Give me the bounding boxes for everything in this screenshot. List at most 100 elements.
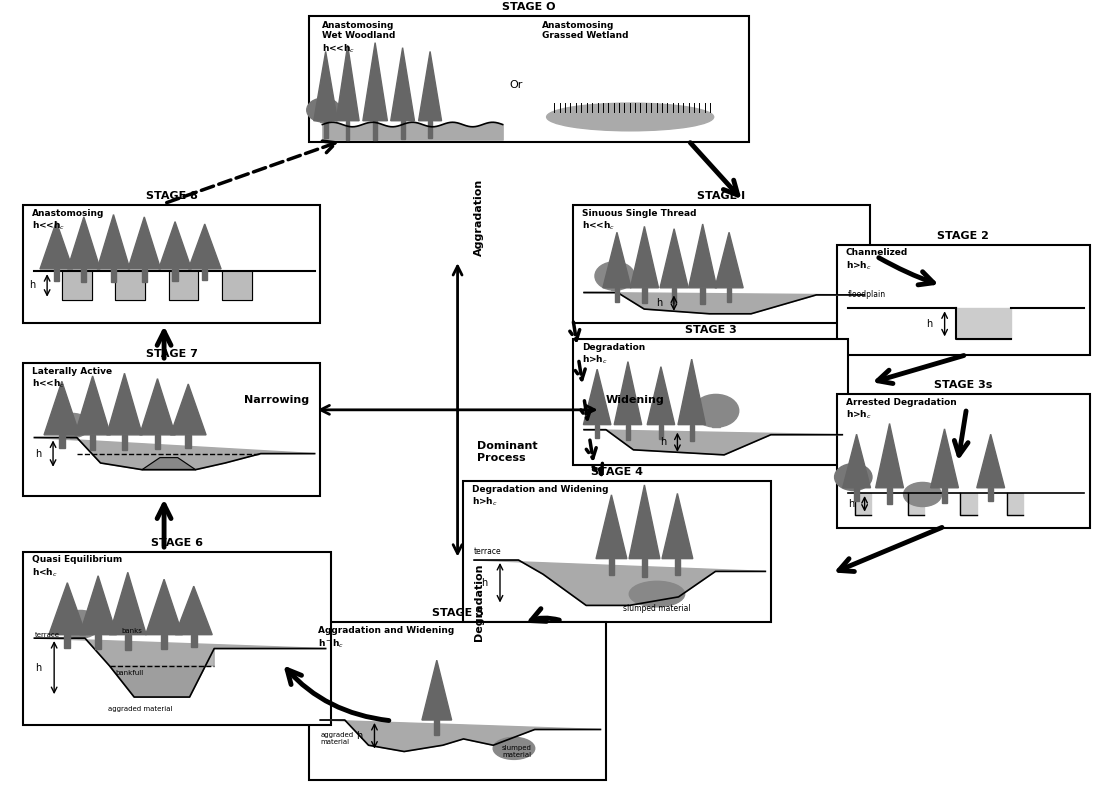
Text: h: h	[660, 438, 667, 447]
Ellipse shape	[904, 482, 941, 507]
Text: STAGE O: STAGE O	[503, 2, 555, 12]
Text: terrace: terrace	[474, 547, 501, 556]
Text: floodplain: floodplain	[847, 289, 886, 299]
Polygon shape	[603, 232, 631, 288]
Polygon shape	[314, 52, 337, 121]
Text: h: h	[482, 578, 488, 587]
Bar	[54, 269, 60, 281]
Polygon shape	[1006, 493, 1023, 515]
Polygon shape	[391, 48, 414, 121]
Polygon shape	[843, 434, 871, 488]
FancyBboxPatch shape	[463, 481, 770, 622]
Bar	[77, 626, 84, 638]
Bar	[125, 634, 131, 650]
Polygon shape	[175, 586, 213, 634]
Text: h: h	[356, 731, 363, 740]
Text: Dominant
Process: Dominant Process	[477, 442, 538, 463]
Bar	[701, 288, 705, 304]
Text: STAGE 8: STAGE 8	[145, 191, 197, 201]
Text: STAGE 6: STAGE 6	[151, 538, 203, 548]
Polygon shape	[930, 429, 959, 488]
Bar	[434, 720, 440, 735]
Polygon shape	[955, 308, 1012, 340]
Polygon shape	[62, 271, 91, 300]
Bar	[64, 634, 71, 648]
Polygon shape	[678, 359, 705, 425]
Text: STAGE I: STAGE I	[698, 191, 745, 201]
Bar	[60, 435, 65, 448]
Polygon shape	[474, 560, 766, 606]
Polygon shape	[976, 434, 1005, 488]
Polygon shape	[662, 493, 693, 559]
Polygon shape	[584, 292, 864, 314]
Polygon shape	[908, 493, 925, 515]
Polygon shape	[188, 224, 222, 269]
Polygon shape	[647, 367, 674, 425]
Polygon shape	[107, 373, 142, 435]
FancyBboxPatch shape	[23, 552, 332, 724]
Polygon shape	[855, 493, 872, 515]
Polygon shape	[660, 229, 689, 288]
Bar	[69, 426, 76, 438]
Text: Degradation and Widening
h>h$_c$: Degradation and Widening h>h$_c$	[472, 485, 608, 508]
Circle shape	[834, 464, 872, 490]
Bar	[642, 288, 647, 303]
Text: Quasi Equilibrium
h<h$_c$: Quasi Equilibrium h<h$_c$	[32, 556, 122, 579]
Bar	[89, 435, 96, 450]
Text: banks: banks	[122, 628, 143, 634]
Polygon shape	[715, 232, 743, 288]
Text: Widening: Widening	[606, 395, 665, 406]
Text: Narrowing: Narrowing	[244, 395, 310, 406]
Text: Sinuous Single Thread
h<<h$_c$: Sinuous Single Thread h<<h$_c$	[582, 209, 696, 233]
Text: Aggradation and Widening
h$^-$h$_c$: Aggradation and Widening h$^-$h$_c$	[318, 626, 454, 650]
Polygon shape	[876, 423, 904, 488]
Ellipse shape	[494, 737, 534, 760]
Bar	[95, 634, 101, 650]
Ellipse shape	[547, 103, 714, 131]
Polygon shape	[614, 362, 641, 425]
Bar	[626, 425, 630, 441]
Polygon shape	[363, 43, 388, 121]
Text: Anastomosing
h<<h$_c$: Anastomosing h<<h$_c$	[32, 209, 105, 233]
Bar	[191, 634, 197, 647]
Text: bankfull: bankfull	[116, 669, 144, 676]
Bar	[887, 488, 892, 504]
Polygon shape	[583, 369, 611, 425]
Polygon shape	[422, 660, 452, 720]
Text: terrace: terrace	[34, 632, 60, 638]
Text: slumped material: slumped material	[623, 604, 691, 613]
Text: Anastomosing
Wet Woodland
h<<h$_c$: Anastomosing Wet Woodland h<<h$_c$	[323, 21, 396, 55]
Bar	[674, 559, 680, 575]
Polygon shape	[629, 485, 660, 559]
Bar	[202, 269, 207, 280]
Bar	[672, 288, 677, 303]
FancyBboxPatch shape	[23, 205, 321, 324]
Bar	[82, 269, 86, 282]
Polygon shape	[159, 222, 192, 269]
Text: Arrested Degradation
h>h$_c$: Arrested Degradation h>h$_c$	[845, 398, 957, 422]
Text: Channelized
h>h$_c$: Channelized h>h$_c$	[845, 249, 908, 272]
Polygon shape	[321, 720, 601, 752]
FancyBboxPatch shape	[310, 622, 606, 780]
Bar	[172, 269, 177, 281]
Polygon shape	[97, 214, 130, 269]
Bar	[111, 269, 116, 282]
FancyBboxPatch shape	[310, 16, 749, 142]
Polygon shape	[596, 495, 627, 559]
Polygon shape	[48, 583, 86, 634]
Polygon shape	[223, 271, 252, 300]
Bar	[161, 634, 168, 649]
Bar	[690, 425, 694, 441]
Polygon shape	[79, 575, 117, 634]
Polygon shape	[116, 271, 145, 300]
Text: h: h	[849, 499, 854, 508]
Text: STAGE 5: STAGE 5	[432, 608, 484, 618]
FancyBboxPatch shape	[836, 245, 1090, 355]
Text: h: h	[29, 281, 35, 290]
Circle shape	[595, 262, 635, 290]
Polygon shape	[109, 572, 147, 634]
Circle shape	[56, 414, 89, 438]
Bar	[659, 425, 663, 439]
Bar	[142, 269, 147, 282]
Polygon shape	[34, 438, 315, 469]
